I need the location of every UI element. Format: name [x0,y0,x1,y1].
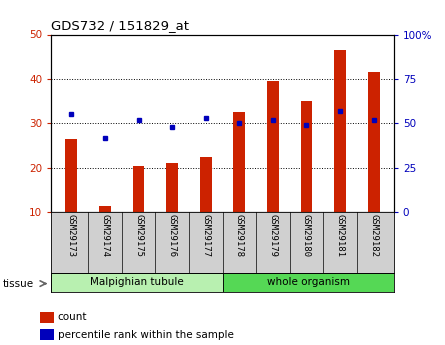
Text: GSM29177: GSM29177 [201,214,210,257]
Text: count: count [58,313,87,322]
Bar [40,312,54,323]
Bar [301,101,312,212]
Text: percentile rank within the sample: percentile rank within the sample [58,330,234,339]
Bar [133,166,144,212]
Text: GSM29173: GSM29173 [67,214,76,257]
Text: GSM29180: GSM29180 [302,214,311,257]
Bar [65,139,77,212]
Bar [99,206,111,212]
Bar [368,72,380,212]
Bar [51,273,223,292]
Text: GSM29179: GSM29179 [268,214,277,257]
Text: GSM29182: GSM29182 [369,214,378,257]
Text: GSM29181: GSM29181 [336,214,344,257]
Bar [166,163,178,212]
Text: GSM29178: GSM29178 [235,214,244,257]
Text: Malpighian tubule: Malpighian tubule [90,277,184,287]
Text: GSM29175: GSM29175 [134,214,143,257]
Bar [267,81,279,212]
Bar [334,50,346,212]
Text: whole organism: whole organism [267,277,350,287]
Text: GSM29176: GSM29176 [168,214,177,257]
Text: GSM29174: GSM29174 [101,214,109,257]
Bar [40,329,54,340]
Text: GDS732 / 151829_at: GDS732 / 151829_at [51,19,189,32]
Bar [222,273,394,292]
Bar [200,157,211,212]
Bar [234,112,245,212]
Text: tissue: tissue [2,279,33,288]
